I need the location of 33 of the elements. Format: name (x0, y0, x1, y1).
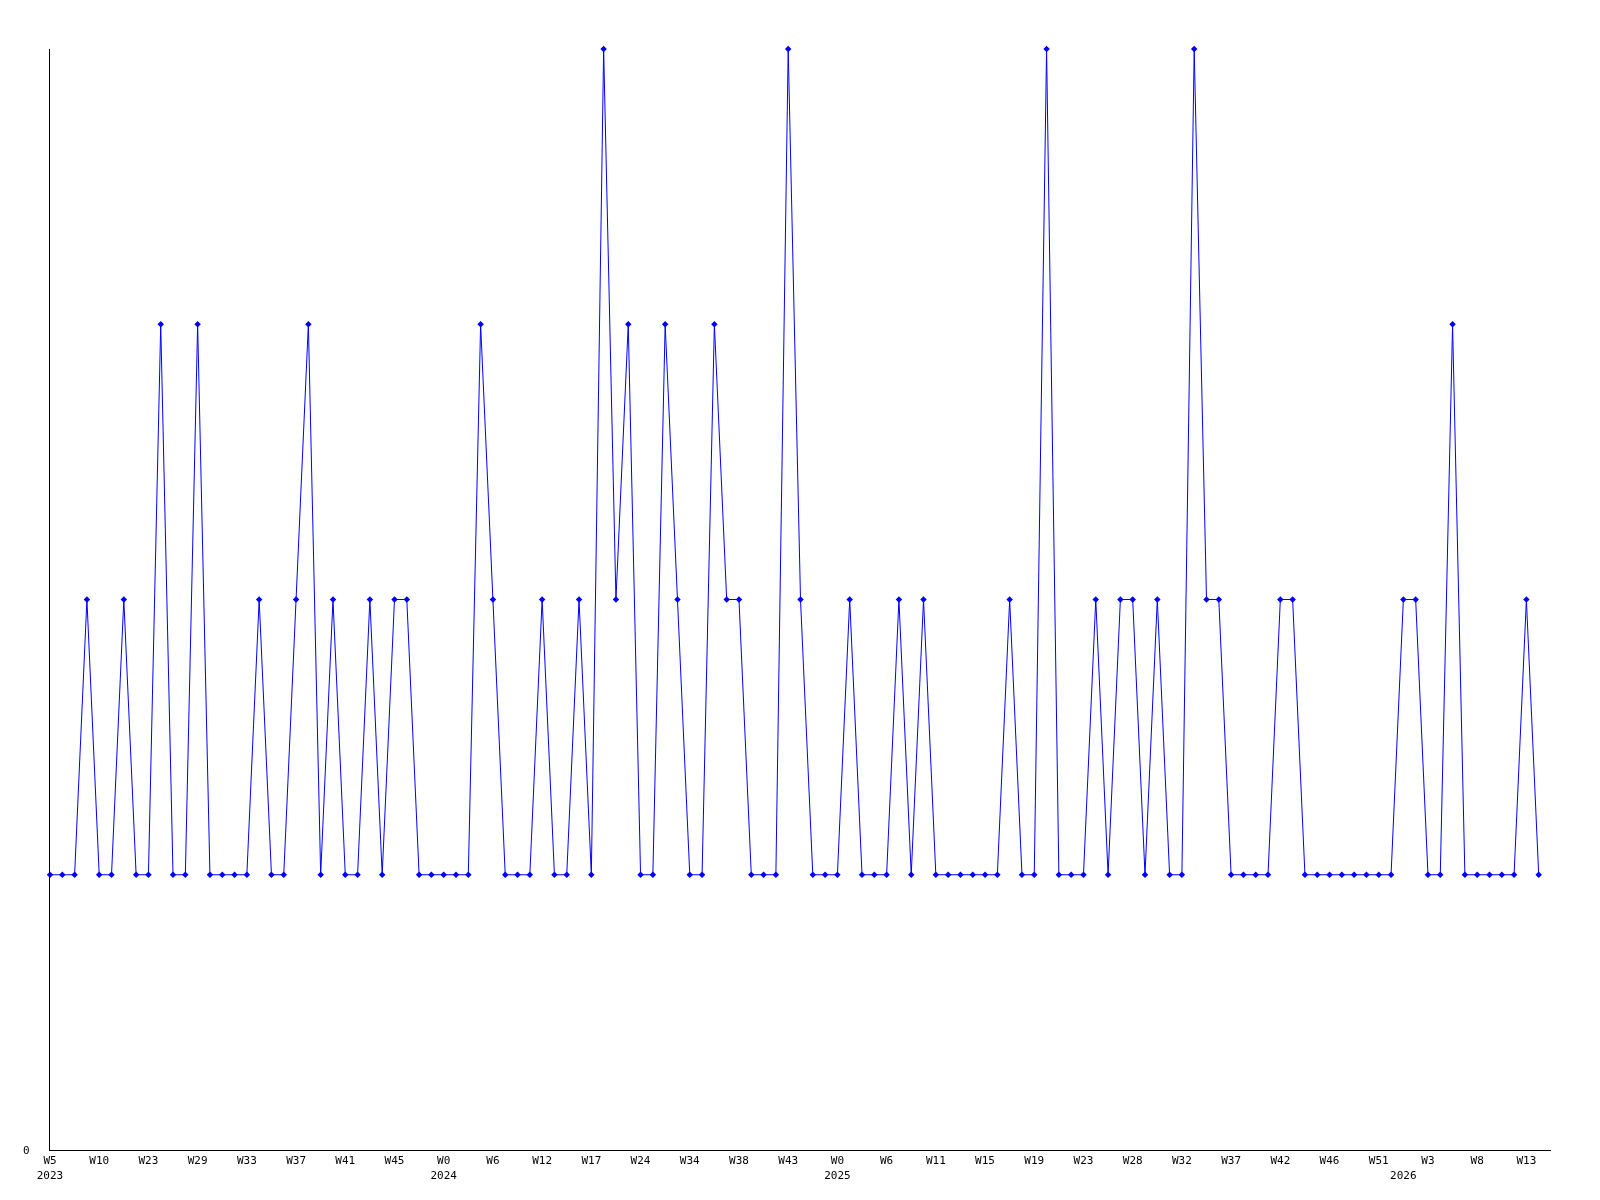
x-tick-label: W12 (532, 1154, 553, 1168)
x-tick-label: W37 (1221, 1154, 1242, 1168)
x-tick-label: W6 (486, 1154, 500, 1168)
x-tick-label: W38 (729, 1154, 749, 1168)
x-tick-label: W29 (187, 1154, 208, 1168)
x-tick-label: W51 (1368, 1154, 1389, 1168)
x-tick-label: W32 (1171, 1154, 1192, 1168)
x-tick-label: W3 (1421, 1154, 1435, 1168)
x-tick-label: W24 (630, 1154, 651, 1168)
x-tick-label: W6 (879, 1154, 894, 1168)
x-tick-label: W28 (1122, 1154, 1143, 1168)
x-tick-label: W0 2024 (430, 1154, 458, 1182)
x-tick-label: W33 (236, 1154, 257, 1168)
x-tick-label: W13 (1516, 1154, 1537, 1168)
x-tick-label: W23 (1073, 1154, 1094, 1168)
x-tick-label: W46 (1319, 1154, 1340, 1168)
x-tick-label: W45 (384, 1154, 405, 1168)
x-tick-label: W11 (925, 1154, 946, 1168)
text: 0 (23, 1144, 30, 1157)
x-tick-label: W34 (679, 1154, 701, 1168)
x-tick-label: W8 (1470, 1154, 1484, 1168)
x-tick-label: W15 (975, 1154, 995, 1168)
x-tick-label: W19 (1024, 1154, 1045, 1168)
x-tick-label: W37 (286, 1154, 307, 1168)
x-tick-label: W0 2025 (824, 1154, 851, 1182)
x-tick-label: W17 (581, 1154, 602, 1168)
x-tick-label: W43 (778, 1154, 799, 1168)
x-tick-label: W41 (335, 1154, 356, 1168)
x-tick-label: W23 (138, 1154, 159, 1168)
x-tick-label: W10 (89, 1154, 110, 1168)
x-tick-label: W42 (1270, 1154, 1291, 1168)
x-tick-label: 2026 (1390, 1168, 1417, 1182)
x-tick-label: W5 2023 (36, 1154, 64, 1182)
